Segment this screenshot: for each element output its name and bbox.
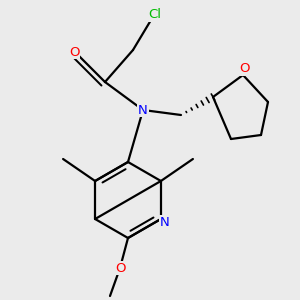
Text: N: N [138, 103, 148, 116]
Text: O: O [240, 62, 250, 76]
Text: O: O [69, 46, 79, 59]
Text: Cl: Cl [148, 8, 161, 22]
Text: N: N [160, 215, 170, 229]
Text: O: O [115, 262, 125, 275]
